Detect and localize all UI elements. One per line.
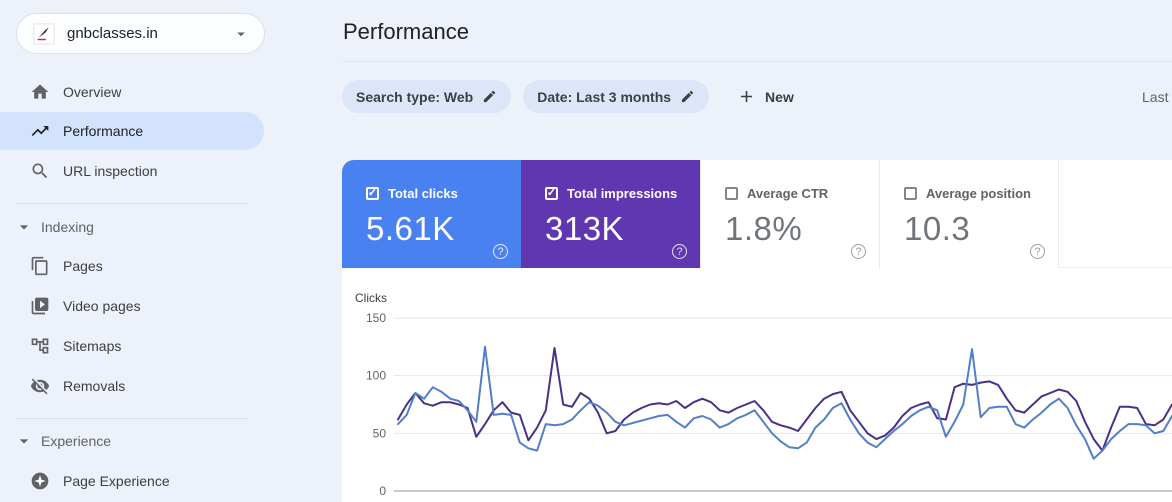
metric-cards-row: Total clicks 5.61K ? Total impressions 3…: [342, 160, 1172, 268]
caret-down-icon: [237, 32, 245, 36]
sidebar-item-label: Pages: [63, 258, 103, 274]
help-icon[interactable]: ?: [1030, 244, 1045, 259]
header-divider: [342, 61, 1172, 62]
sidebar-item-removals[interactable]: Removals: [0, 367, 264, 405]
help-icon[interactable]: ?: [672, 244, 687, 259]
metric-value: 10.3: [904, 210, 971, 247]
video-pages-icon: [31, 297, 49, 315]
help-icon[interactable]: ?: [851, 244, 866, 259]
sidebar-section-experience[interactable]: Experience: [0, 422, 264, 460]
edit-pencil-icon: [681, 90, 694, 103]
metric-label: Average position: [926, 186, 1031, 201]
filter-bar: Search type: Web Date: Last 3 months New: [342, 80, 802, 113]
search-type-chip[interactable]: Search type: Web: [342, 80, 512, 113]
average-position-checkbox[interactable]: [904, 187, 917, 200]
metric-row-filler: [1058, 160, 1172, 267]
sidebar-item-pages[interactable]: Pages: [0, 247, 264, 285]
metric-value: 5.61K: [366, 210, 455, 247]
date-range-chip-label: Date: Last 3 months: [537, 88, 672, 105]
new-filter-button[interactable]: New: [729, 81, 802, 112]
clicks-impressions-line-chart[interactable]: 150 100 50 0 Clicks: [342, 285, 1172, 502]
page-experience-star-icon: [31, 472, 49, 490]
sidebar-item-overview[interactable]: Overview: [0, 73, 264, 111]
sidebar-item-label: Sitemaps: [63, 338, 122, 354]
site-favicon: [33, 22, 55, 45]
pages-copy-icon: [31, 256, 48, 276]
metric-label: Average CTR: [747, 186, 829, 201]
sidebar-section-indexing[interactable]: Indexing: [0, 208, 264, 246]
sidebar-item-sitemaps[interactable]: Sitemaps: [0, 327, 264, 365]
edit-pencil-icon: [484, 90, 496, 103]
sidebar-item-video-pages[interactable]: Video pages: [0, 287, 264, 325]
sidebar-section-label: Indexing: [41, 219, 94, 235]
sidebar-divider: [16, 418, 248, 419]
sitemap-tree-icon: [31, 338, 49, 354]
total-impressions-checkbox[interactable]: [545, 187, 558, 200]
svg-text:150: 150: [366, 311, 386, 325]
total-clicks-checkbox[interactable]: [366, 187, 379, 200]
sidebar-item-performance[interactable]: Performance: [0, 112, 264, 150]
sidebar-item-label: Video pages: [63, 298, 141, 314]
metric-value: 1.8%: [725, 210, 803, 247]
help-icon[interactable]: ?: [493, 244, 508, 259]
search-type-chip-label: Search type: Web: [356, 88, 474, 105]
search-icon: [32, 163, 48, 179]
property-name: gnbclasses.in: [67, 25, 158, 42]
svg-text:Clicks: Clicks: [355, 291, 387, 305]
page-title: Performance: [343, 19, 469, 44]
caret-down-icon: [19, 439, 29, 444]
svg-text:100: 100: [366, 369, 386, 383]
sidebar-divider: [16, 203, 248, 204]
sidebar-section-label: Experience: [41, 433, 112, 449]
average-ctr-card[interactable]: Average CTR 1.8% ?: [700, 160, 879, 268]
property-selector[interactable]: gnbclasses.in: [16, 13, 265, 54]
sidebar-item-label: Removals: [63, 378, 126, 394]
performance-trend-icon: [31, 126, 49, 136]
average-ctr-checkbox[interactable]: [725, 187, 738, 200]
last-updated-label: Last: [1142, 89, 1169, 105]
date-range-chip[interactable]: Date: Last 3 months: [523, 80, 710, 113]
metric-value: 313K: [545, 210, 625, 247]
svg-text:50: 50: [373, 426, 387, 440]
svg-text:0: 0: [379, 484, 386, 498]
sidebar-item-label: URL inspection: [63, 163, 158, 179]
new-filter-label: New: [765, 88, 794, 105]
metric-label: Total impressions: [567, 186, 678, 201]
sidebar-item-page-experience[interactable]: Page Experience: [0, 462, 264, 500]
sidebar-item-url-inspection[interactable]: URL inspection: [0, 152, 264, 190]
caret-down-icon: [19, 225, 29, 230]
performance-panel: Total clicks 5.61K ? Total impressions 3…: [342, 160, 1172, 502]
sidebar-item-label: Page Experience: [63, 473, 170, 489]
sidebar-item-label: Overview: [63, 84, 122, 100]
total-clicks-card[interactable]: Total clicks 5.61K ?: [342, 160, 521, 268]
eye-off-icon: [30, 378, 50, 395]
home-icon: [31, 84, 49, 99]
sidebar-item-label: Performance: [63, 123, 144, 139]
average-position-card[interactable]: Average position 10.3 ?: [879, 160, 1058, 268]
metric-label: Total clicks: [388, 186, 458, 201]
plus-icon: [741, 90, 753, 103]
total-impressions-card[interactable]: Total impressions 313K ?: [521, 160, 700, 268]
